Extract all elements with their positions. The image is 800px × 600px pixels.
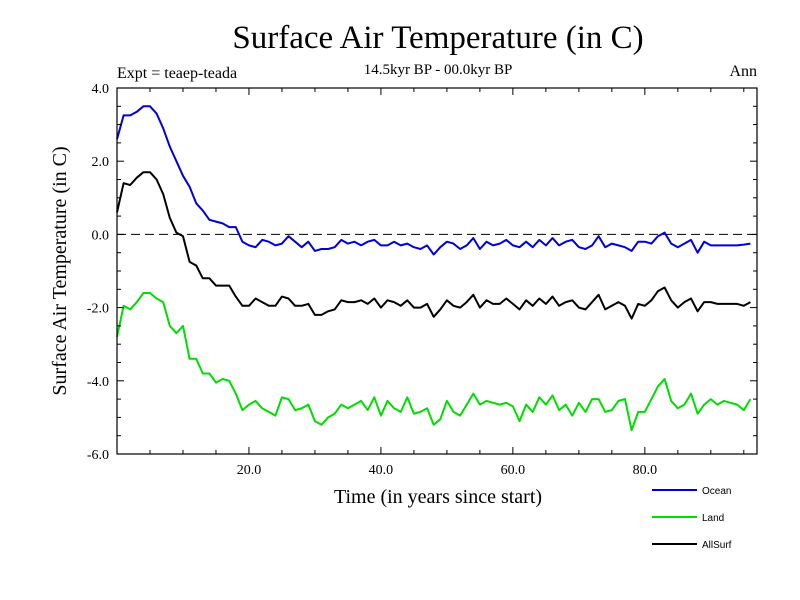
expt-label: Expt = teaep-teada bbox=[117, 65, 237, 82]
legend-label-ocean: Ocean bbox=[702, 486, 731, 497]
y-tick-label: -2.0 bbox=[87, 302, 109, 317]
plot-area: 4.0 2.0 0.0 -2.0 -4.0 -6.0 20.0 40.0 60.0 80.0 bbox=[87, 82, 758, 478]
series-line-allsurf bbox=[116, 171, 751, 320]
x-axis-label: Time (in years since start) bbox=[334, 486, 542, 508]
x-tick-label: 40.0 bbox=[369, 463, 394, 478]
series-line-ocean bbox=[116, 105, 751, 256]
y-tick-label: 2.0 bbox=[92, 155, 110, 170]
y-tick-label: -4.0 bbox=[87, 375, 109, 390]
chart-subtitle: 14.5kyr BP - 00.0kyr BP bbox=[364, 62, 513, 78]
x-tick-label: 80.0 bbox=[633, 463, 658, 478]
legend-label-allsurf: AllSurf bbox=[702, 540, 732, 551]
x-tick-label: 20.0 bbox=[237, 463, 262, 478]
x-tick-label: 60.0 bbox=[501, 463, 526, 478]
y-tick-label: 4.0 bbox=[92, 82, 110, 97]
plot-frame bbox=[116, 87, 758, 455]
y-tick-label: -6.0 bbox=[87, 448, 109, 463]
legend-label-land: Land bbox=[702, 513, 724, 524]
series-line-land bbox=[116, 292, 752, 432]
legend: Ocean Land AllSurf bbox=[652, 486, 732, 551]
chart-title: Surface Air Temperature (in C) bbox=[232, 20, 643, 56]
y-tick-label: 0.0 bbox=[92, 228, 110, 243]
y-axis-label: Surface Air Temperature (in C) bbox=[49, 146, 71, 395]
season-label: Ann bbox=[729, 63, 757, 80]
